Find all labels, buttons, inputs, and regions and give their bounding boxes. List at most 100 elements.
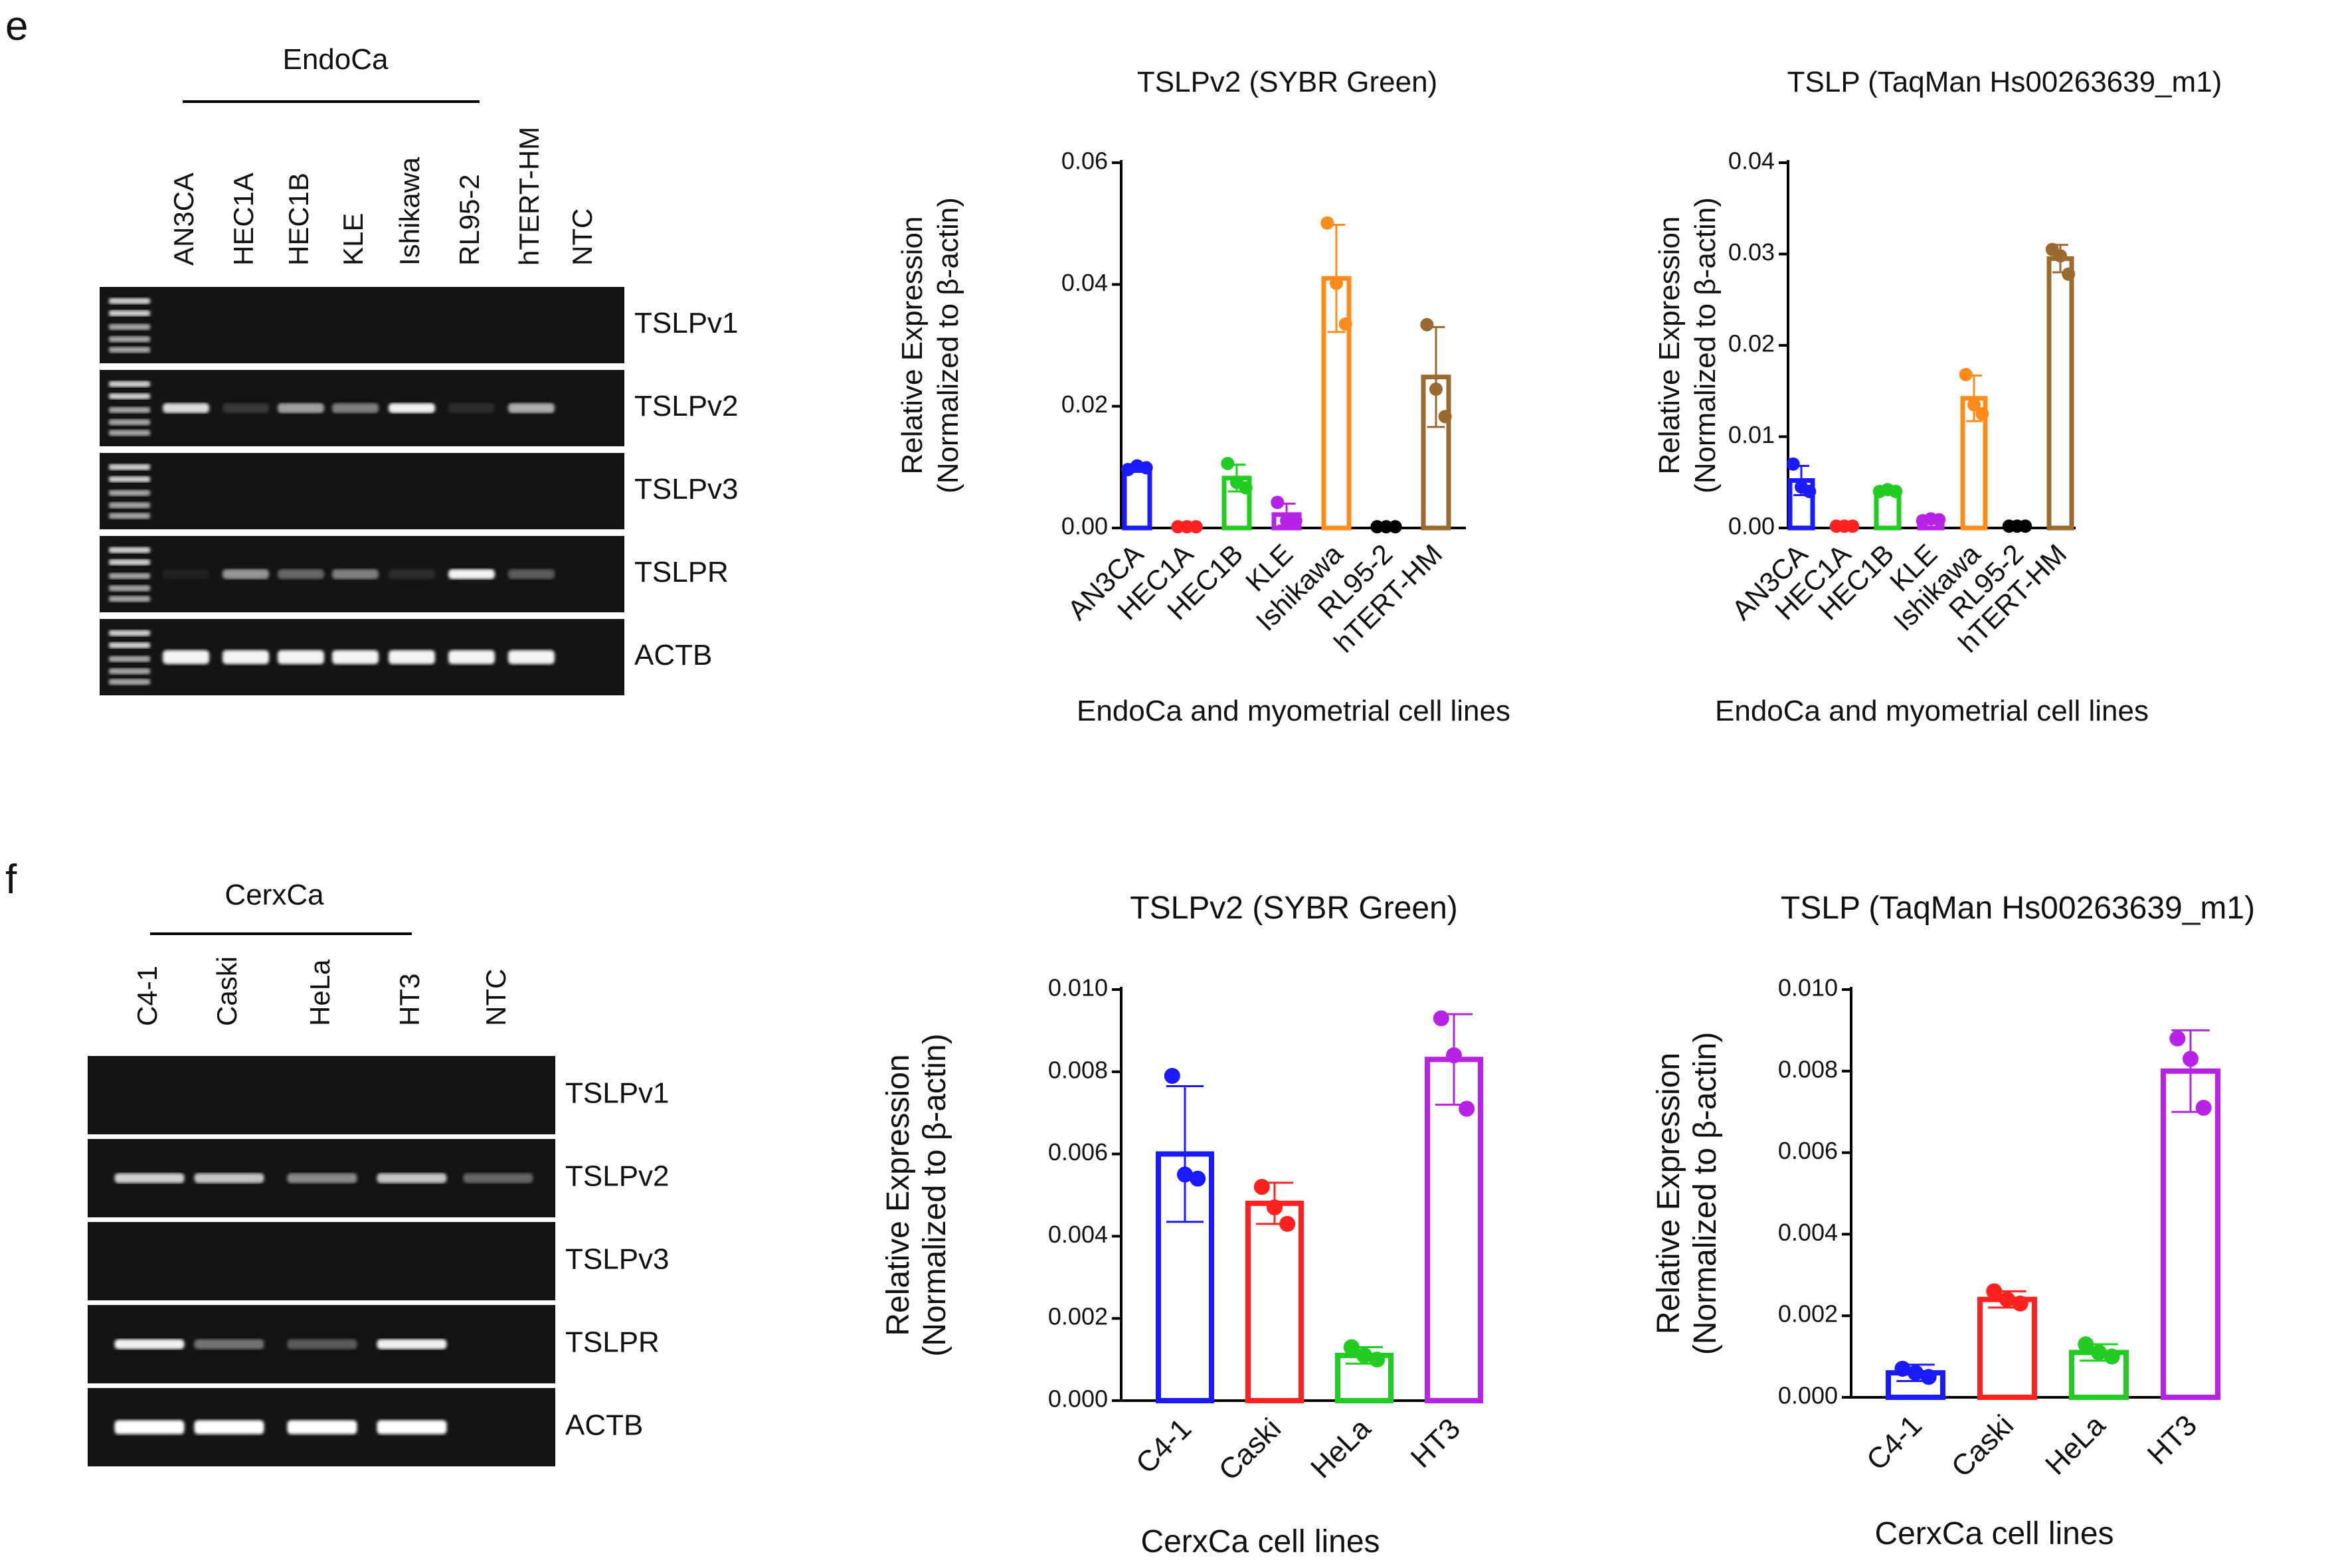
gel-e-band-actb-kle [332,650,379,664]
chart-1-y-axis-label-1: Relative Expression [896,217,929,475]
chart-4-x-axis-label: CerxCa cell lines [1874,1516,2113,1551]
gel-f-band-tslpv2-hela [287,1173,357,1183]
chart-1-y-tick-label: 0.04 [1061,269,1108,296]
chart-3-y-axis-label-2: (Normalized to β-actin) [917,1033,952,1356]
chart-4-point-ht3 [2169,1030,2186,1047]
chart-2-point-htert-hm [2062,267,2076,281]
chart-4-y-tick-label: 0.006 [1778,1137,1838,1164]
gel-e-lane-label-kle: KLE [337,213,369,266]
chart-4-category-label-caski: Caski [1945,1409,2020,1483]
chart-2-y-tick-label: 0.00 [1728,513,1775,540]
chart-1-bar-htert-hm [1421,375,1451,531]
gel-f-gene-label-tslpr: TSLPR [565,1326,660,1359]
gel-e-band-actb-hec1a [223,650,269,664]
chart-1-point-ishikawa [1320,216,1334,230]
gel-e-ladder-band [109,655,150,662]
chart-1-y-axis-label-2: (Normalized to β-actin) [932,197,964,493]
chart-1-y-tick-label: 0.06 [1061,147,1108,175]
chart-4-y-axis-label-2: (Normalized to β-actin) [1688,1032,1723,1355]
chart-4-point-hela [2078,1336,2094,1353]
gel-e-strip-tslpv3 [100,453,624,529]
gel-f-gene-label-tslpv1: TSLPv1 [565,1077,670,1110]
gel-e-ladder-band [109,464,150,470]
chart-4: TSLP (TaqMan Hs00263639_m1) Relative Expr… [1651,891,2255,1551]
chart-3-category-label-c4-1: C4-1 [1130,1412,1198,1480]
gel-e-band-tslpr-an3ca [163,569,209,579]
chart-3-bar-c4-1 [1156,1151,1214,1403]
gel-e-ladder-band [109,668,150,675]
gel-e-lane-label-an3ca: AN3CA [168,173,199,266]
chart-4-y-tick-label: 0.010 [1778,974,1838,1002]
gel-f-band-tslpv2-ntc [463,1173,533,1183]
chart-1-point-ishikawa [1338,317,1352,331]
gel-e-ladder-band [109,347,150,353]
panel-letter-f: f [5,857,17,903]
chart-4-point-ht3 [2195,1100,2212,1116]
chart-1-point-kle [1289,514,1303,527]
chart-1-point-hec1b [1239,481,1253,495]
chart-1-point-ishikawa [1330,276,1343,290]
gel-e-band-tslpv2-kle [332,403,379,413]
gel-e-gene-label-tslpr: TSLPR [634,556,729,588]
gel-e-gene-label-tslpv3: TSLPv3 [634,473,739,505]
chart-4-point-hela [2091,1344,2107,1361]
chart-4-bar-ht3 [2161,1068,2220,1401]
chart-1-point-an3ca [1139,461,1153,475]
chart-2-y-tick-label: 0.02 [1728,330,1775,357]
gel-e-ladder-band [109,585,150,592]
chart-3-y-tick-label: 0.010 [1048,974,1108,1002]
gel-e-ladder-band [109,559,150,566]
gel-e-band-tslpr-hec1b [278,569,324,579]
chart-4-title: TSLP (TaqMan Hs00263639_m1) [1781,891,2255,926]
gel-e-ladder-band [109,298,150,304]
chart-1-point-hec1a [1180,520,1194,534]
chart-4-point-c4-1 [1920,1369,1937,1385]
chart-2-y-tick-label: 0.03 [1728,238,1775,266]
gel-e-band-actb-an3ca [163,650,209,664]
gel-e-ladder-band [109,489,150,496]
gel-e-band-tslpv2-hec1a [223,403,269,413]
chart-3-point-hela [1369,1351,1386,1368]
chart-3-point-caski [1253,1179,1270,1195]
chart-2-point-an3ca [1803,485,1817,498]
chart-3: TSLPv2 (SYBR Green) Relative Expression (N… [881,891,1483,1559]
gel-e-band-tslpv2-an3ca [163,403,209,413]
gel-e-ladder-band [109,630,150,636]
chart-1-point-rl95-2 [1380,520,1393,534]
charts: TSLPv2 (SYBR Green)Relative Expression (N… [881,66,2255,1559]
chart-2-point-htert-hm [2054,249,2067,263]
gel-e-ladder-band [109,596,150,602]
chart-2-point-hec1a [1846,519,1860,533]
chart-1-point-kle [1280,514,1293,527]
gel-e-gene-label-tslpv1: TSLPv1 [634,307,739,339]
gel-e-lane-label-htert-hm: hTERT-HM [513,127,545,266]
gel-f-lane-label-c4-1: C4-1 [132,966,163,1026]
chart-1-bar-ishikawa [1321,276,1352,531]
chart-2-y-tick-label: 0.01 [1728,421,1775,448]
chart-2-point-hec1b [1889,485,1903,498]
gel-e-ladder-band [109,419,150,426]
gel-e-ladder-band [109,323,150,330]
gel-f-band-tslpv2-c4-1 [114,1173,185,1183]
gel-f-lane-label-ntc: NTC [480,969,511,1026]
gel-e-ladder-band [109,476,150,483]
gel-e-gene-label-tslpv2: TSLPv2 [634,390,739,422]
chart-4-point-caski [1986,1283,2003,1300]
gel-e-lane-label-rl95-2: RL95-2 [454,174,485,266]
chart-4-category-label-ht3: HT3 [2141,1409,2203,1470]
chart-3-point-ht3 [1459,1100,1475,1117]
panel-letter-e: e [5,3,28,49]
gel-f-band-actb-c4-1 [114,1420,185,1435]
chart-3-point-caski [1267,1199,1283,1216]
chart-2-point-ishikawa [1967,398,1981,412]
chart-2-y-axis-label-2: (Normalized to β-actin) [1689,197,1722,493]
chart-4-point-caski [1999,1291,2015,1308]
chart-3-title: TSLPv2 (SYBR Green) [1130,891,1458,926]
gel-e-band-tslpv2-hec1b [278,403,324,413]
gel-e-ladder-band [109,679,150,685]
gel-e-band-tslpr-hec1a [223,569,269,579]
chart-3-y-tick-label: 0.008 [1048,1056,1108,1083]
chart-2-title: TSLP (TaqMan Hs00263639_m1) [1787,66,2222,98]
chart-4-bar-caski [1977,1296,2037,1401]
